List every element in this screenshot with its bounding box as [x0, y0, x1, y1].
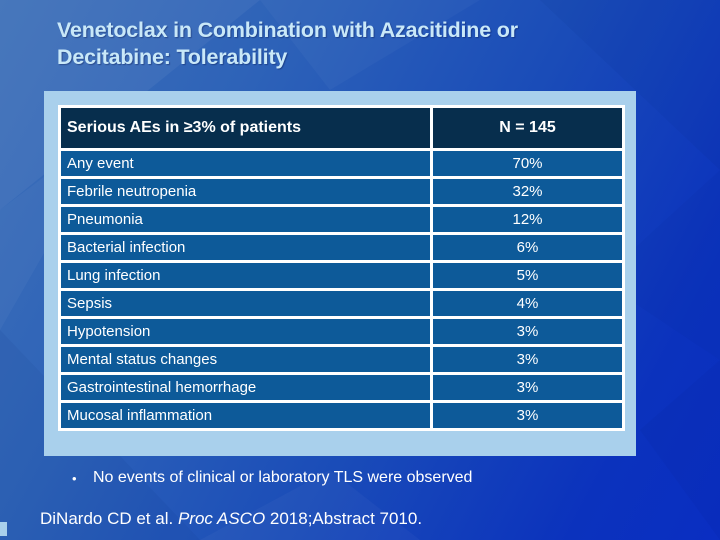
- row-label: Febrile neutropenia: [58, 176, 433, 207]
- slide-title-line2: Decitabine: Tolerability: [57, 45, 288, 69]
- citation-journal: Proc ASCO: [177, 509, 266, 528]
- row-label: Mental status changes: [58, 344, 433, 375]
- table-row: Hypotension 3%: [58, 316, 625, 347]
- table-row: Lung infection 5%: [58, 260, 625, 291]
- bullet-icon: •: [72, 471, 77, 486]
- row-value: 32%: [430, 176, 625, 207]
- slide-title: Venetoclax in Combination with Azacitidi…: [57, 17, 657, 71]
- citation-details: 2018;Abstract 7010.: [265, 509, 423, 528]
- table-header-value: N = 145: [430, 105, 625, 151]
- table-row: Any event 70%: [58, 148, 625, 179]
- row-label: Sepsis: [58, 288, 433, 319]
- citation-authors: DiNardo CD et al.: [40, 509, 178, 528]
- row-value: 3%: [430, 400, 625, 431]
- table-row: Pneumonia 12%: [58, 204, 625, 235]
- serious-aes-table: Serious AEs in ≥3% of patients N = 145 A…: [58, 105, 625, 431]
- row-value: 4%: [430, 288, 625, 319]
- table-row: Mucosal inflammation 3%: [58, 400, 625, 431]
- tls-bullet-line: • No events of clinical or laboratory TLS…: [72, 468, 672, 488]
- table-row: Gastrointestinal hemorrhage 3%: [58, 372, 625, 403]
- table-row: Sepsis 4%: [58, 288, 625, 319]
- corner-decoration: [0, 522, 7, 536]
- slide-title-line1: Venetoclax in Combination with Azacitidi…: [57, 18, 518, 42]
- table-header-label: Serious AEs in ≥3% of patients: [58, 105, 433, 151]
- row-label: Gastrointestinal hemorrhage: [58, 372, 433, 403]
- row-label: Lung infection: [58, 260, 433, 291]
- citation: DiNardo CD et al. Proc ASCO 2018;Abstrac…: [40, 509, 700, 529]
- table-row: Febrile neutropenia 32%: [58, 176, 625, 207]
- row-label: Mucosal inflammation: [58, 400, 433, 431]
- table-frame: Serious AEs in ≥3% of patients N = 145 A…: [44, 91, 636, 456]
- row-value: 3%: [430, 316, 625, 347]
- row-value: 5%: [430, 260, 625, 291]
- table-row: Bacterial infection 6%: [58, 232, 625, 263]
- table-row: Mental status changes 3%: [58, 344, 625, 375]
- row-label: Bacterial infection: [58, 232, 433, 263]
- row-value: 6%: [430, 232, 625, 263]
- bullet-text: No events of clinical or laboratory TLS …: [93, 469, 473, 486]
- row-value: 12%: [430, 204, 625, 235]
- row-value: 70%: [430, 148, 625, 179]
- row-value: 3%: [430, 372, 625, 403]
- row-label: Pneumonia: [58, 204, 433, 235]
- row-label: Any event: [58, 148, 433, 179]
- row-value: 3%: [430, 344, 625, 375]
- row-label: Hypotension: [58, 316, 433, 347]
- table-header-row: Serious AEs in ≥3% of patients N = 145: [58, 105, 625, 151]
